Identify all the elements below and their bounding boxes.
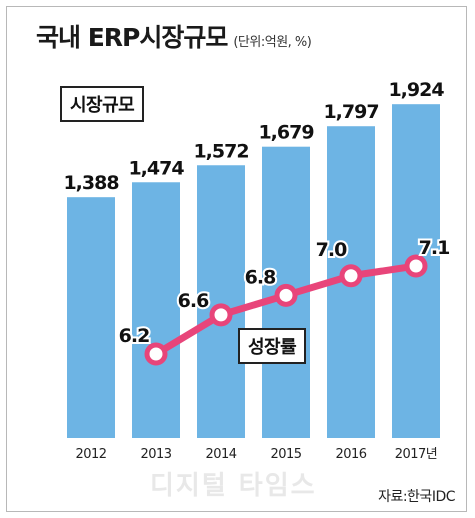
- x-tick-label: 2013: [140, 447, 171, 462]
- bar-2014: [197, 165, 245, 438]
- growth-value-label: 7.0: [316, 239, 347, 261]
- bar-value-label: 1,572: [193, 140, 248, 162]
- bar-2013: [132, 182, 180, 438]
- x-tick-label: 2016: [335, 447, 366, 462]
- title-block: 국내 ERP시장규모 (단위:억원, %): [36, 18, 312, 54]
- growth-point: [339, 264, 363, 288]
- bar-2012: [67, 197, 115, 438]
- watermark: 디지털 타임스: [150, 471, 317, 501]
- bar-value-label: 1,924: [388, 79, 444, 101]
- growth-point: [404, 254, 428, 278]
- market-size-label: 시장규모: [60, 86, 145, 122]
- bar-value-label: 1,679: [258, 122, 313, 144]
- unit-note: (단위:억원, %): [233, 35, 312, 50]
- growth-value-label: 6.2: [119, 325, 150, 347]
- growth-value-label: 7.1: [419, 237, 450, 259]
- growth-rate-label: 성장률: [238, 328, 307, 364]
- bar-value-label: 1,474: [128, 157, 184, 179]
- chart-title: 국내 ERP시장규모: [36, 23, 228, 52]
- growth-value-label: 6.6: [178, 290, 209, 312]
- x-tick-label: 2015: [270, 447, 301, 462]
- x-tick-label: 2017년: [395, 447, 438, 462]
- bar-value-label: 1,388: [63, 172, 119, 194]
- growth-point: [209, 303, 233, 327]
- growth-point: [144, 342, 168, 366]
- x-tick-label: 2012: [75, 447, 106, 462]
- x-tick-label: 2014: [205, 447, 236, 462]
- source-note: 자료:한국IDC: [378, 489, 455, 505]
- growth-point: [274, 283, 298, 307]
- growth-value-label: 6.8: [245, 266, 276, 288]
- bar-value-label: 1,797: [323, 101, 378, 123]
